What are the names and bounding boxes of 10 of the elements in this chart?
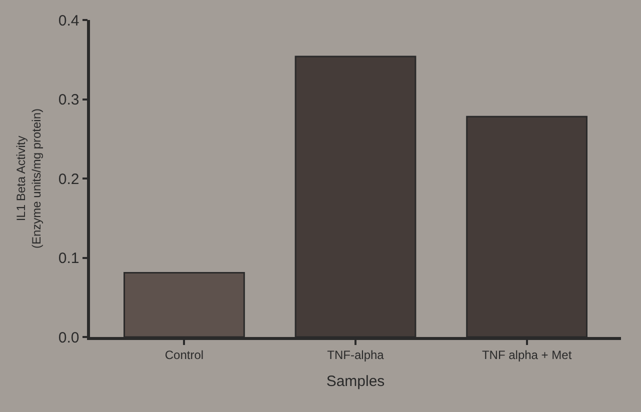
y-tick-label: 0.1: [58, 250, 80, 267]
x-tick-label: Control: [164, 348, 204, 362]
y-tick-label: 0.2: [58, 170, 80, 188]
x-tick-label: TNF alpha + Met: [482, 348, 572, 362]
y-tick-label: 0.4: [58, 12, 80, 30]
x-tick-label: TNF-alpha: [327, 348, 384, 362]
y-axis-title: IL1 Beta Activity (Enzyme units/mg protein): [14, 108, 44, 249]
y-tick-label: 0.3: [58, 92, 80, 108]
x-axis-title: Samples: [326, 373, 385, 390]
y-tick-label: 0.0: [58, 329, 80, 346]
